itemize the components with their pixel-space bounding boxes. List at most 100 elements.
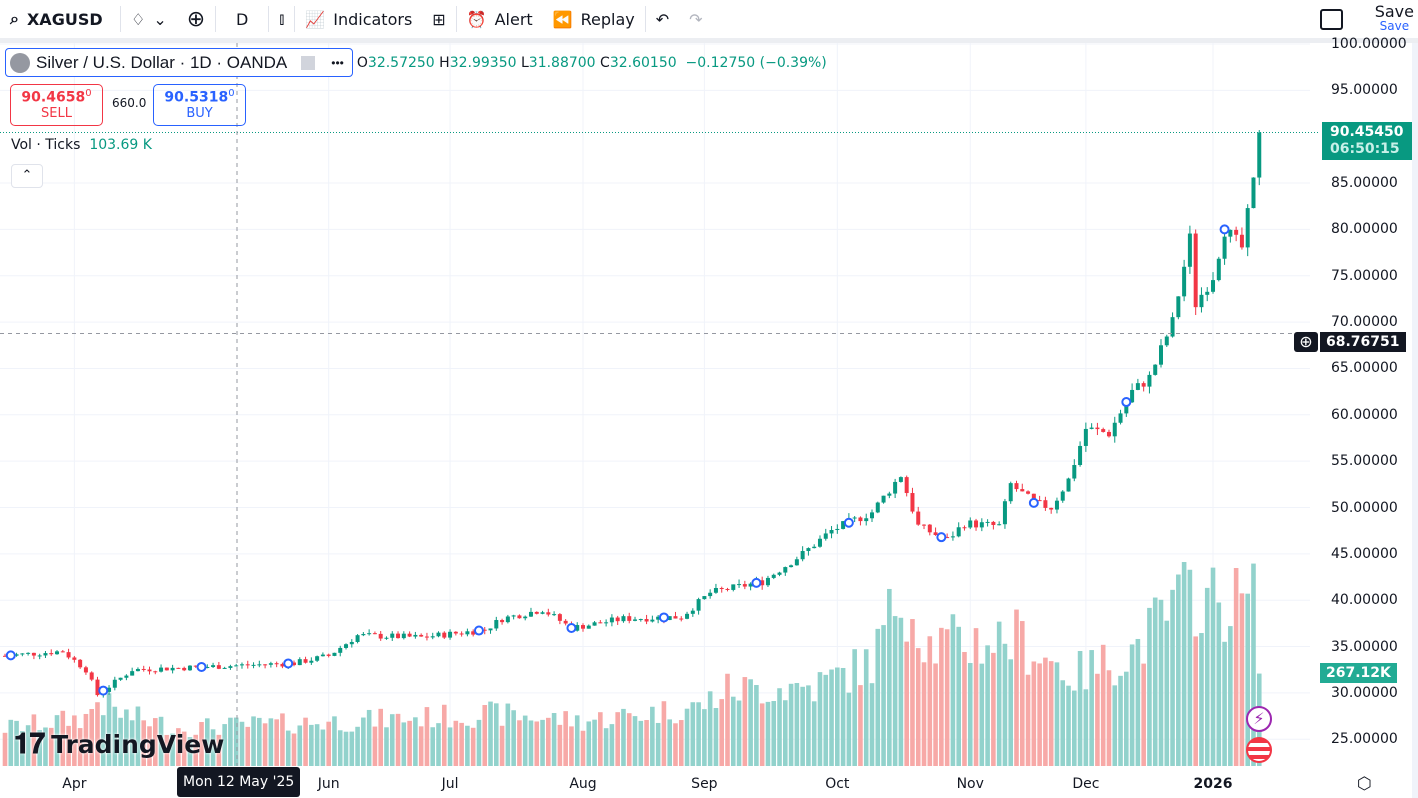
chart-type-button[interactable]: ⫾ bbox=[269, 0, 294, 38]
undo-button[interactable]: ↶ bbox=[646, 0, 679, 38]
add-alert-icon[interactable]: ⊕ bbox=[1294, 332, 1318, 352]
candle-body bbox=[378, 633, 383, 639]
candle-body bbox=[881, 495, 886, 503]
volume-bar bbox=[1199, 633, 1204, 766]
volume-bar bbox=[210, 729, 216, 766]
save-button[interactable]: Save Save bbox=[1353, 4, 1418, 34]
candle-body bbox=[315, 656, 320, 661]
candle-body bbox=[245, 664, 250, 666]
volume-bar bbox=[783, 700, 788, 766]
event-marker bbox=[1028, 497, 1039, 508]
y-tick-label: 95.00000 bbox=[1331, 82, 1398, 99]
more-icon[interactable]: ••• bbox=[331, 55, 344, 70]
candle-body bbox=[49, 653, 54, 655]
candle-body bbox=[344, 644, 349, 648]
candle-body bbox=[251, 664, 256, 666]
volume-bar bbox=[574, 715, 580, 766]
volume-bar bbox=[1054, 662, 1060, 766]
tag-menu-button[interactable]: ♢ ⌄ bbox=[121, 0, 177, 38]
redo-icon: ↷ bbox=[689, 9, 703, 29]
volume-bar bbox=[771, 701, 777, 766]
volume-bar bbox=[1048, 661, 1054, 766]
candle-body bbox=[586, 625, 591, 629]
candle-body bbox=[1002, 501, 1007, 525]
y-tick-label: 75.00000 bbox=[1331, 267, 1398, 284]
candle-body bbox=[898, 477, 903, 482]
volume-bar bbox=[1193, 636, 1198, 766]
candle-body bbox=[1031, 493, 1036, 501]
volume-bar bbox=[661, 701, 667, 766]
replay-button[interactable]: ⏪ Replay bbox=[543, 0, 645, 38]
candle-body bbox=[193, 665, 198, 667]
volume-bar bbox=[632, 716, 638, 766]
fullscreen-button[interactable] bbox=[1310, 0, 1353, 38]
buy-button[interactable]: 90.53180 BUY bbox=[153, 84, 246, 126]
volume-bar bbox=[378, 708, 383, 766]
candle-body bbox=[794, 559, 799, 566]
volume-bar bbox=[621, 708, 626, 766]
candle-body bbox=[141, 668, 146, 670]
candle-body bbox=[563, 620, 568, 624]
candle-body bbox=[748, 583, 753, 587]
redo-button[interactable]: ↷ bbox=[679, 0, 712, 38]
candle-body bbox=[268, 663, 273, 665]
candle-body bbox=[685, 613, 690, 619]
sell-button[interactable]: 90.46580 SELL bbox=[10, 84, 103, 126]
candle-body bbox=[471, 631, 476, 635]
volume-bar bbox=[979, 663, 985, 766]
rewind-icon: ⏪ bbox=[552, 9, 573, 29]
candle-body bbox=[950, 536, 955, 538]
us-flag-icon[interactable] bbox=[1246, 737, 1272, 763]
candle-body bbox=[135, 668, 140, 672]
volume-bar bbox=[730, 696, 736, 766]
candle-body bbox=[1124, 402, 1129, 414]
symbol-search[interactable]: ⌕ XAGUSD bbox=[0, 0, 120, 38]
volume-legend[interactable]: Vol · Ticks 103.69 K bbox=[11, 137, 152, 153]
layouts-button[interactable]: ⊞ bbox=[422, 0, 455, 38]
candle-body bbox=[1060, 491, 1065, 501]
x-tick-label: Apr bbox=[62, 776, 87, 792]
volume-bar bbox=[268, 718, 274, 766]
price-chart[interactable] bbox=[0, 43, 1418, 798]
settings-icon[interactable]: ⬡ bbox=[1357, 774, 1372, 794]
candle-body bbox=[1135, 383, 1140, 390]
chevron-down-icon: ⌄ bbox=[153, 9, 167, 29]
volume-bar bbox=[465, 725, 470, 766]
candle-body bbox=[534, 611, 539, 614]
tradingview-logo[interactable]: 𝟏𝟕 TradingView bbox=[14, 727, 225, 760]
candle-body bbox=[1095, 427, 1100, 430]
compare-button[interactable]: ⊕ bbox=[177, 0, 215, 38]
candle-body bbox=[1141, 383, 1146, 387]
volume-bar bbox=[291, 733, 297, 766]
lightning-icon[interactable]: ⚡ bbox=[1246, 706, 1272, 732]
volume-bar bbox=[858, 685, 863, 766]
volume-bar bbox=[413, 717, 418, 766]
candle-body bbox=[540, 612, 545, 614]
candle-body bbox=[627, 616, 632, 621]
scrollbar[interactable] bbox=[1412, 43, 1418, 798]
y-tick-label: 55.00000 bbox=[1331, 453, 1398, 470]
alert-button[interactable]: ⏰ Alert bbox=[457, 0, 543, 38]
symbol-legend[interactable]: Silver / U.S. Dollar · 1D · OANDA ••• bbox=[5, 48, 353, 77]
volume-bar bbox=[418, 726, 424, 766]
event-marker bbox=[658, 612, 669, 623]
collapse-legend-button[interactable]: ⌃ bbox=[11, 164, 43, 188]
volume-bar bbox=[2, 732, 8, 766]
candle-body bbox=[552, 614, 557, 616]
volume-bar bbox=[1019, 621, 1025, 766]
spread-value: 660.0 bbox=[112, 96, 147, 110]
candle-body bbox=[979, 522, 984, 528]
indicators-button[interactable]: 📈 Indicators bbox=[295, 0, 422, 38]
volume-bar bbox=[678, 720, 684, 766]
volume-bar bbox=[580, 730, 586, 766]
candle-body bbox=[771, 574, 776, 578]
candle-body bbox=[222, 667, 227, 669]
price-scale-marker bbox=[1409, 122, 1413, 160]
volume-bar bbox=[817, 672, 823, 766]
volume-bar bbox=[251, 716, 256, 766]
volume-bar bbox=[470, 727, 476, 766]
interval-button[interactable]: D bbox=[216, 0, 268, 38]
volume-bar bbox=[8, 719, 14, 766]
candle-body bbox=[1014, 483, 1019, 490]
candle-body bbox=[372, 633, 377, 635]
